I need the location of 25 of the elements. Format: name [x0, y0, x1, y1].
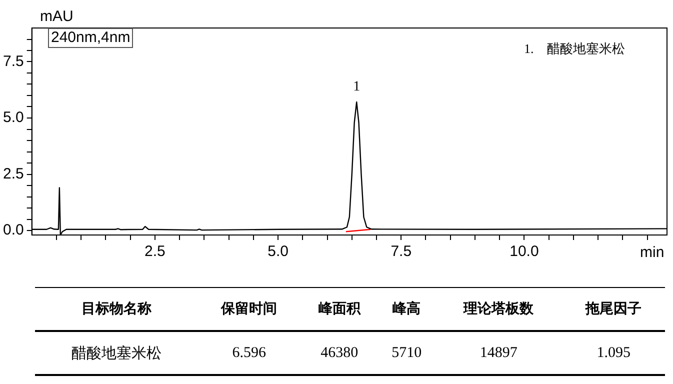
text: 1.095: [562, 331, 665, 375]
text: 保留时间: [198, 288, 300, 331]
text: 5710: [378, 331, 435, 375]
y-tick-label: 5.0: [2, 109, 24, 126]
text: 46380: [300, 331, 378, 375]
y-tick-label: 2.5: [2, 165, 24, 182]
y-tick-label: 0.0: [2, 222, 24, 239]
annotation: 1. 醋酸地塞米松: [524, 40, 625, 58]
text: 拖尾因子: [562, 288, 665, 331]
x-tick-label: 2.5: [144, 243, 166, 260]
text: 峰面积: [300, 288, 378, 331]
x-tick-label: 5.0: [268, 243, 288, 260]
x-axis-title: min: [640, 244, 664, 261]
text: 醋酸地塞米松: [35, 331, 198, 375]
text: 14897: [434, 331, 562, 375]
x-tick-label: 10.0: [510, 243, 539, 260]
annotation: 1: [353, 80, 360, 95]
text: 峰高: [378, 288, 435, 331]
x-tick-label: 7.5: [390, 243, 412, 260]
annotation: 240nm,4nm: [48, 28, 134, 48]
text: 理论塔板数: [434, 288, 562, 331]
y-tick-label: 7.5: [2, 52, 24, 70]
text: 6.596: [198, 331, 300, 375]
y-axis-title: mAU: [40, 8, 74, 25]
text: 目标物名称: [35, 288, 198, 331]
